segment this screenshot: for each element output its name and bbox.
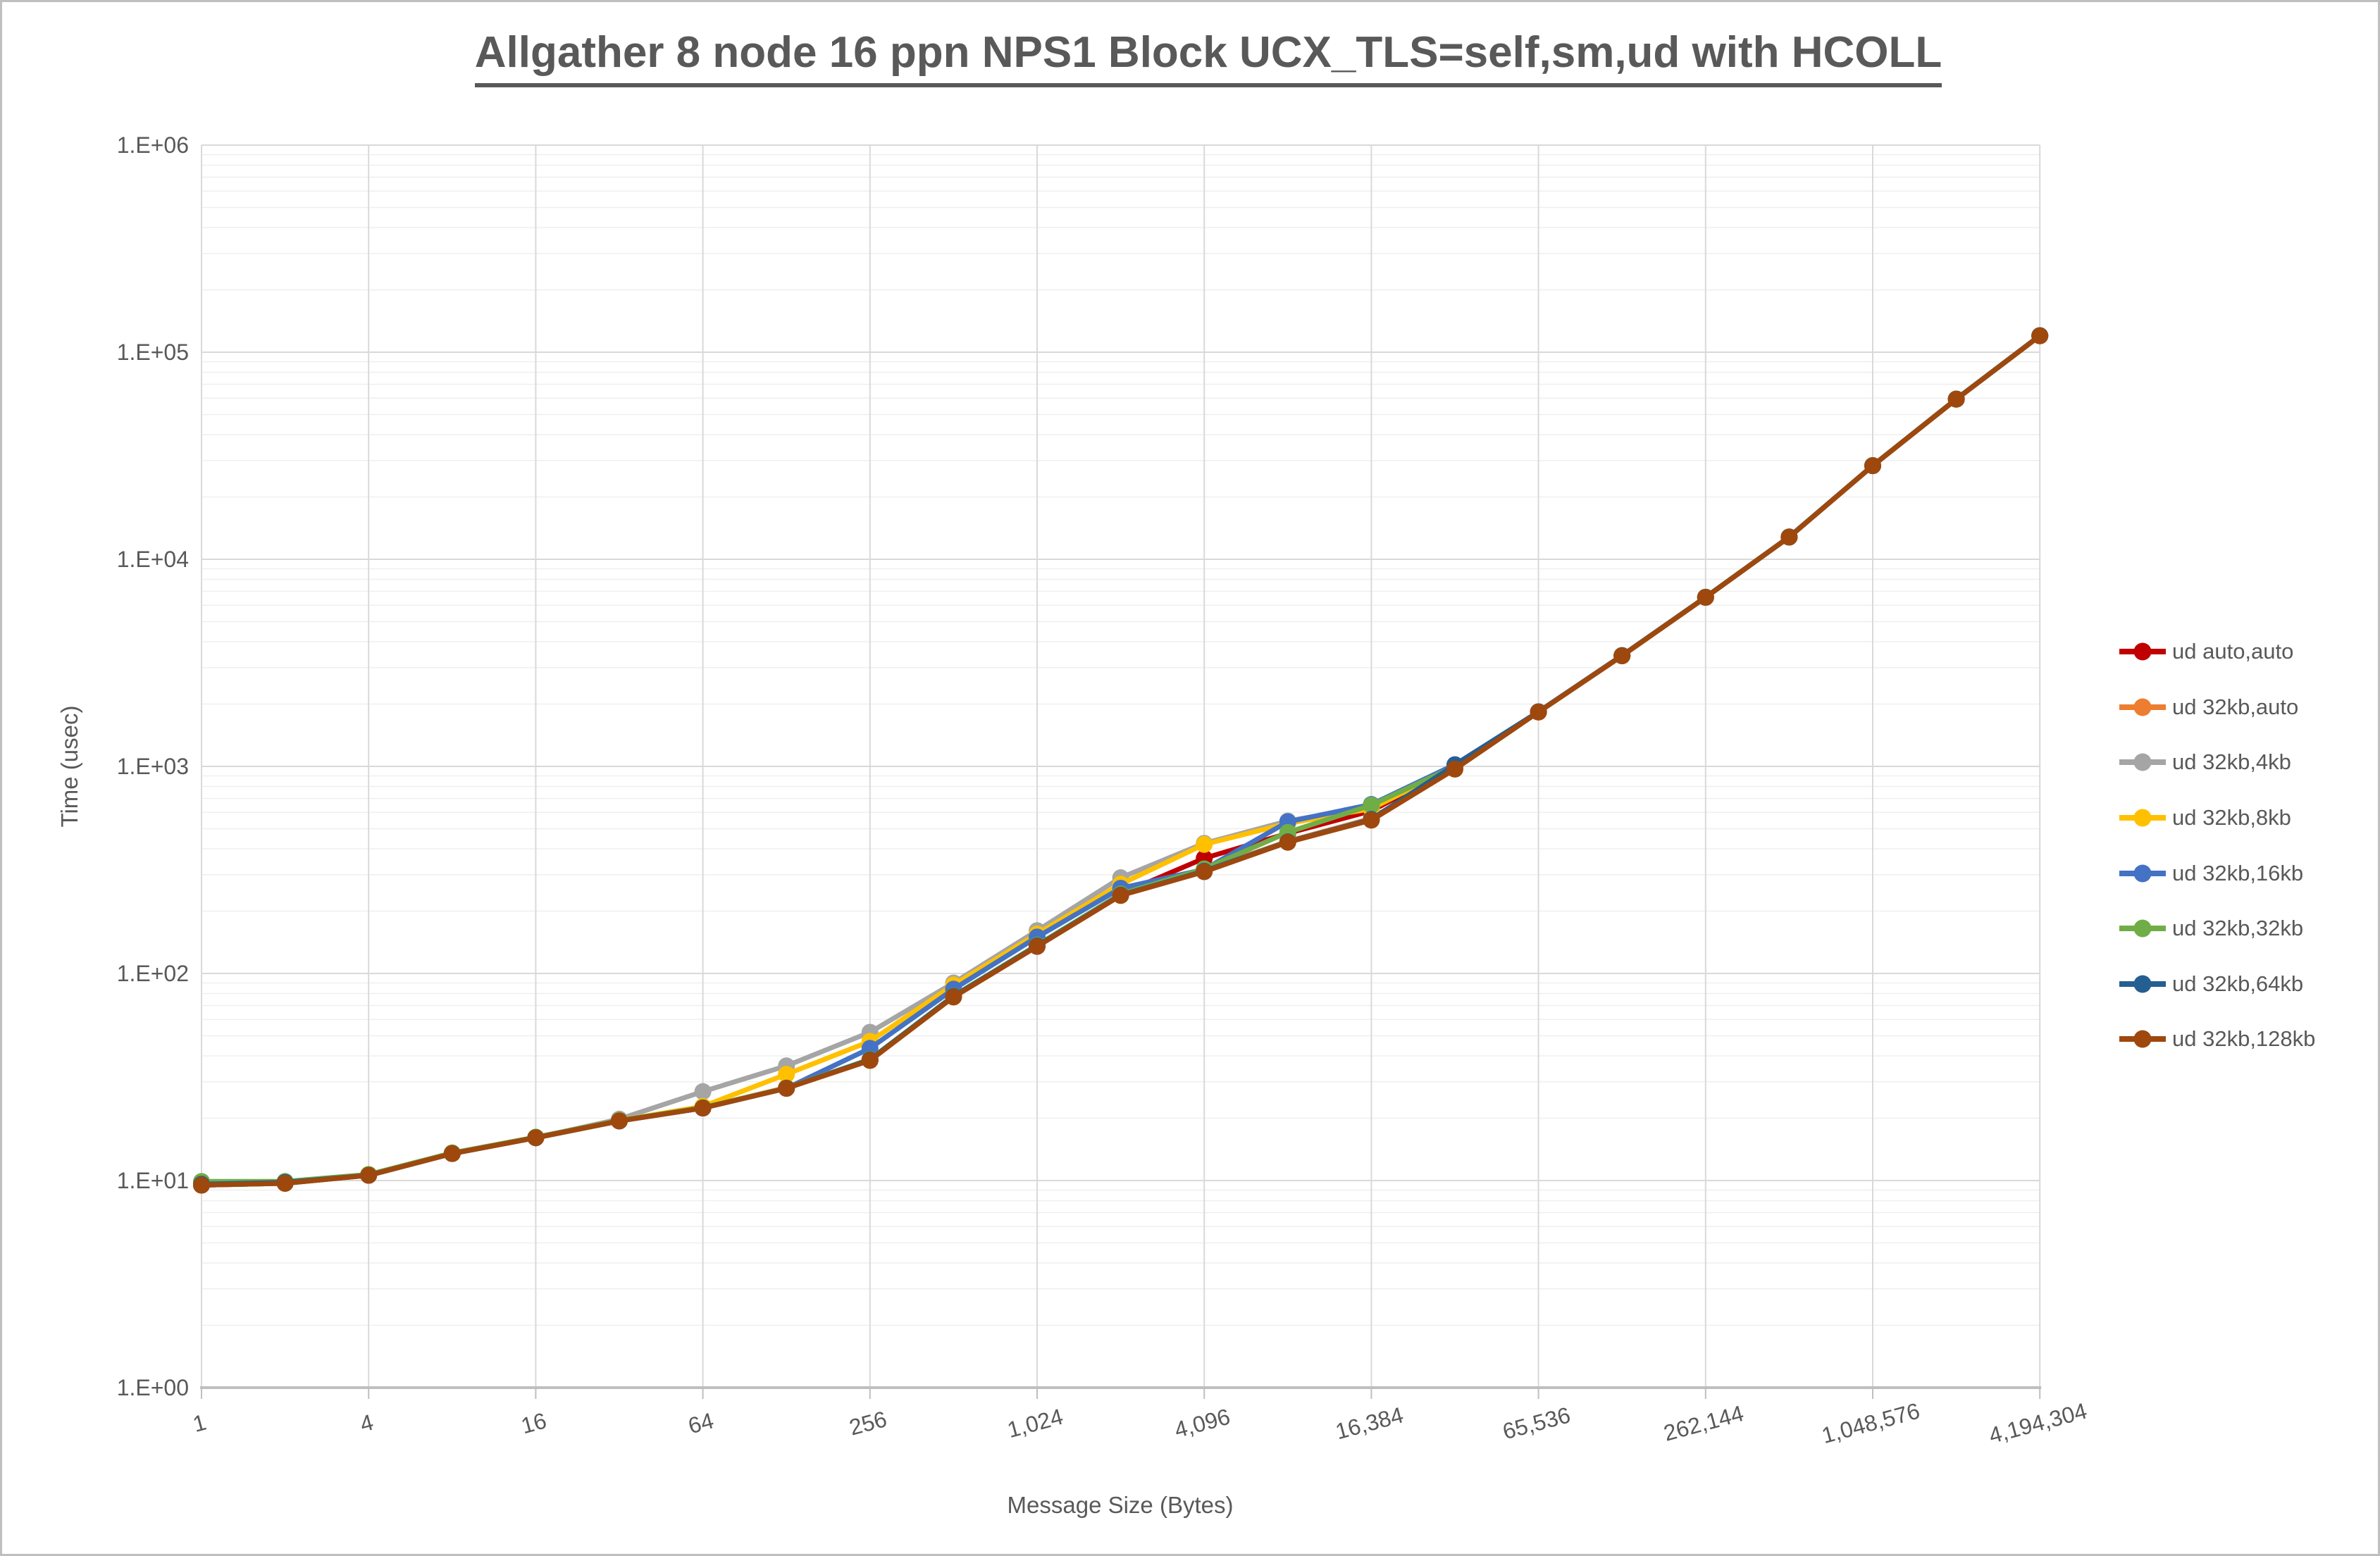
x-tick-label: 1,024 xyxy=(1005,1404,1066,1443)
data-point-marker xyxy=(861,1052,879,1069)
y-tick-label: 1.E+05 xyxy=(117,340,189,365)
legend-label: ud 32kb,32kb xyxy=(2172,916,2304,941)
chart-title-text: Allgather 8 node 16 ppn NPS1 Block UCX_T… xyxy=(474,27,1942,87)
data-point-marker xyxy=(443,1145,461,1162)
data-point-marker xyxy=(1196,835,1213,853)
legend-label: ud auto,auto xyxy=(2172,639,2294,664)
data-point-marker xyxy=(193,1176,210,1194)
x-tick-label: 65,536 xyxy=(1500,1402,1573,1444)
series-line xyxy=(201,333,2042,1188)
data-point-marker xyxy=(945,988,962,1006)
data-point-marker xyxy=(694,1083,712,1100)
x-tick-label: 4 xyxy=(357,1409,376,1437)
data-point-marker xyxy=(1697,589,1714,606)
data-point-marker xyxy=(360,1166,378,1184)
y-tick-label: 1.E+00 xyxy=(117,1375,189,1400)
x-axis xyxy=(200,1386,2042,1399)
legend-marker-icon xyxy=(2119,642,2166,661)
legend-label: ud 32kb,auto xyxy=(2172,694,2299,719)
data-point-marker xyxy=(1196,863,1213,880)
legend-item-ud-32kb-8kb[interactable]: ud 32kb,8kb xyxy=(2119,790,2315,846)
legend-item-ud-auto-auto[interactable]: ud auto,auto xyxy=(2119,624,2315,680)
series-ud-32kb-8kb[interactable] xyxy=(193,327,2049,1194)
series-line xyxy=(201,333,2042,1188)
x-tick-label: 1,048,576 xyxy=(1819,1398,1923,1449)
data-point-marker xyxy=(778,1079,795,1097)
x-tick-label: 1 xyxy=(190,1409,209,1437)
series-line xyxy=(201,333,2042,1188)
legend-item-ud-32kb-auto[interactable]: ud 32kb,auto xyxy=(2119,680,2315,735)
legend-marker-icon xyxy=(2119,1030,2166,1048)
data-point-marker xyxy=(778,1066,795,1083)
chart-title[interactable]: Allgather 8 node 16 ppn NPS1 Block UCX_T… xyxy=(20,27,2378,87)
legend-marker-icon xyxy=(2119,919,2166,938)
legend-label: ud 32kb,64kb xyxy=(2172,971,2304,996)
legend-item-ud-32kb-128kb[interactable]: ud 32kb,128kb xyxy=(2119,1012,2315,1067)
data-point-marker xyxy=(2031,327,2049,344)
legend-label: ud 32kb,16kb xyxy=(2172,860,2304,885)
x-tick-label: 64 xyxy=(686,1407,717,1438)
series-line xyxy=(202,333,2042,1184)
data-point-marker xyxy=(694,1100,712,1117)
data-point-marker xyxy=(1112,887,1129,904)
y-tick-label: 1.E+01 xyxy=(117,1168,189,1193)
y-tick-label: 1.E+06 xyxy=(117,132,189,158)
data-point-marker xyxy=(1613,647,1631,664)
chart-legend: ud auto,auto ud 32kb,auto ud 32kb,4kb ud 32… xyxy=(2119,624,2315,1067)
data-point-marker xyxy=(1864,457,1881,475)
data-point-marker xyxy=(1947,390,1965,408)
data-point-marker xyxy=(1363,811,1380,829)
data-point-marker xyxy=(276,1174,294,1192)
series-ud-32kb-auto[interactable] xyxy=(193,327,2049,1193)
y-axis-tick-labels: 1.E+00 1.E+01 1.E+02 1.E+03 1.E+04 1.E+05 1.E+… xyxy=(117,132,189,1400)
x-tick-label: 16,384 xyxy=(1333,1402,1406,1444)
x-tick-label: 4,194,304 xyxy=(1986,1398,2090,1449)
data-point-marker xyxy=(1446,760,1463,778)
data-point-marker xyxy=(1029,938,1046,955)
legend-label: ud 32kb,8kb xyxy=(2172,805,2291,830)
x-axis-title: Message Size (Bytes) xyxy=(1007,1492,1234,1518)
x-tick-label: 4,096 xyxy=(1172,1404,1233,1443)
series-ud-32kb-64kb[interactable] xyxy=(193,327,2049,1193)
legend-marker-icon xyxy=(2119,975,2166,993)
y-tick-label: 1.E+03 xyxy=(117,754,189,779)
data-point-marker xyxy=(611,1112,628,1130)
y-tick-label: 1.E+04 xyxy=(117,547,189,572)
legend-marker-icon xyxy=(2119,809,2166,827)
legend-marker-icon xyxy=(2119,864,2166,883)
series-ud-32kb-4kb[interactable] xyxy=(193,327,2049,1194)
x-axis-tick-labels: 1 4 16 64 256 1,024 4,096 16,384 65,536 262,144 1,… xyxy=(190,1398,2090,1449)
legend-label: ud 32kb,4kb xyxy=(2172,749,2291,775)
legend-item-ud-32kb-4kb[interactable]: ud 32kb,4kb xyxy=(2119,735,2315,790)
series-ud-32kb-128kb[interactable] xyxy=(193,327,2049,1194)
legend-label: ud 32kb,128kb xyxy=(2172,1026,2316,1052)
minor-gridlines xyxy=(202,154,2040,1326)
series-line xyxy=(201,333,2042,1188)
series-line xyxy=(201,333,2042,1188)
series-ud-32kb-32kb[interactable] xyxy=(193,327,2049,1190)
series-line xyxy=(201,333,2042,1187)
legend-item-ud-32kb-32kb[interactable]: ud 32kb,32kb xyxy=(2119,901,2315,957)
data-point-marker xyxy=(1530,703,1547,721)
major-horizontal-gridlines xyxy=(202,144,2040,1388)
x-tick-label: 256 xyxy=(847,1406,890,1440)
series-line xyxy=(201,333,2042,1187)
legend-item-ud-32kb-16kb[interactable]: ud 32kb,16kb xyxy=(2119,845,2315,901)
legend-marker-icon xyxy=(2119,753,2166,771)
y-tick-label: 1.E+02 xyxy=(117,961,189,986)
legend-item-ud-32kb-64kb[interactable]: ud 32kb,64kb xyxy=(2119,957,2315,1012)
series-ud-32kb-16kb[interactable] xyxy=(193,327,2049,1194)
legend-marker-icon xyxy=(2119,698,2166,716)
data-point-marker xyxy=(1279,833,1296,851)
series-ud-auto-auto[interactable] xyxy=(193,327,2049,1194)
data-point-marker xyxy=(527,1129,545,1147)
x-tick-label: 262,144 xyxy=(1661,1400,1746,1446)
data-point-marker xyxy=(1780,528,1798,546)
data-point-marker xyxy=(1363,797,1380,814)
x-tick-label: 16 xyxy=(519,1407,550,1438)
